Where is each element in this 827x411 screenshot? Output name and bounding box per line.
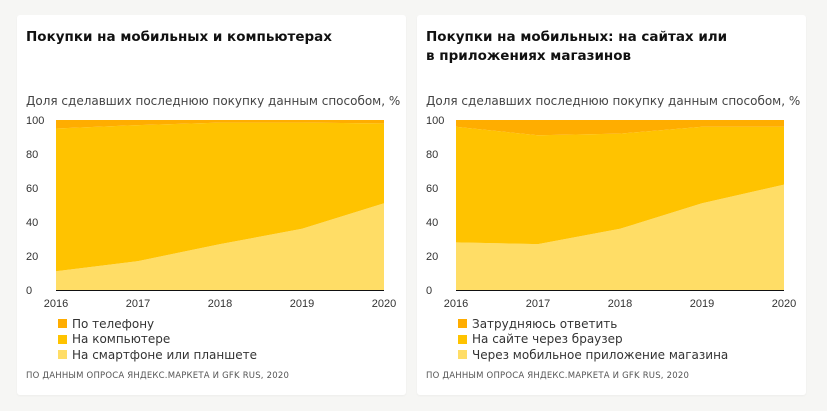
y-tick-label: 20	[426, 251, 438, 263]
y-tick-label: 40	[426, 217, 438, 229]
legend-swatch	[458, 350, 467, 360]
legend-swatch	[58, 319, 67, 329]
legend-swatch	[58, 334, 67, 344]
y-tick-label: 80	[426, 149, 438, 161]
legend-swatch	[458, 319, 467, 329]
chart-card-devices: Покупки на мобильных и компьютерах Доля …	[17, 15, 406, 395]
chart-title: Покупки на мобильных: на сайтах или в пр…	[426, 29, 728, 64]
legend-item: Через мобильное приложение магазина	[458, 347, 728, 363]
x-tick-label: 2017	[526, 298, 550, 307]
chart-subtitle: Доля сделавших последнюю покупку данным …	[26, 94, 401, 108]
area-series-2	[456, 126, 784, 245]
area-series-2	[56, 122, 384, 272]
legend-swatch	[458, 334, 467, 344]
x-tick-label: 2018	[208, 298, 232, 307]
area-chart-devices: 0 20 40 60 80 100 2016 2017 2018 2019 2020	[26, 115, 396, 307]
legend-label: На смартфоне или планшете	[72, 347, 257, 362]
legend-item: По телефону	[58, 316, 257, 332]
x-tick-label: 2017	[126, 298, 150, 307]
area-series-3	[456, 120, 784, 136]
area-series-1	[56, 203, 384, 290]
legend-item: На компьютере	[58, 332, 257, 348]
legend-item: На смартфоне или планшете	[58, 347, 257, 363]
area-series-3	[56, 120, 384, 129]
source-note: ПО ДАННЫМ ОПРОСА ЯНДЕКС.МАРКЕТА И GFK RU…	[426, 371, 690, 381]
legend-label: На компьютере	[72, 332, 171, 347]
y-tick-label: 0	[26, 285, 32, 297]
legend-item: На сайте через браузер	[458, 332, 728, 348]
chart-legend: По телефону На компьютере На смартфоне и…	[58, 316, 257, 363]
legend-label: По телефону	[72, 316, 155, 331]
x-tick-label: 2018	[608, 298, 632, 307]
y-tick-label: 0	[426, 285, 432, 297]
x-tick-label: 2019	[690, 298, 714, 307]
y-tick-label: 20	[26, 251, 38, 263]
x-tick-label: 2020	[772, 298, 796, 307]
x-tick-label: 2016	[444, 298, 468, 307]
legend-label: Затрудняюсь ответить	[472, 316, 618, 331]
legend-item: Затрудняюсь ответить	[458, 316, 728, 332]
y-tick-label: 60	[426, 183, 438, 195]
y-tick-label: 40	[26, 217, 38, 229]
x-tick-label: 2016	[44, 298, 68, 307]
y-tick-label: 100	[26, 115, 44, 127]
legend-label: На сайте через браузер	[472, 332, 623, 347]
chart-title: Покупки на мобильных и компьютерах	[26, 29, 332, 45]
chart-subtitle: Доля сделавших последнюю покупку данным …	[426, 94, 801, 108]
legend-label: Через мобильное приложение магазина	[472, 347, 729, 362]
x-tick-label: 2019	[290, 298, 314, 307]
legend-swatch	[58, 350, 67, 360]
source-note: ПО ДАННЫМ ОПРОСА ЯНДЕКС.МАРКЕТА И GFK RU…	[26, 371, 290, 381]
chart-legend: Затрудняюсь ответить На сайте через брау…	[458, 316, 728, 363]
x-tick-label: 2020	[372, 298, 396, 307]
chart-card-mobile-channels: Покупки на мобильных: на сайтах или в пр…	[417, 15, 806, 395]
area-series-1	[456, 184, 784, 290]
y-tick-label: 60	[26, 183, 38, 195]
area-chart-mobile-channels: 0 20 40 60 80 100 2016 2017 2018 2019 2020	[426, 115, 796, 307]
y-tick-label: 100	[426, 115, 444, 127]
y-tick-label: 80	[26, 149, 38, 161]
